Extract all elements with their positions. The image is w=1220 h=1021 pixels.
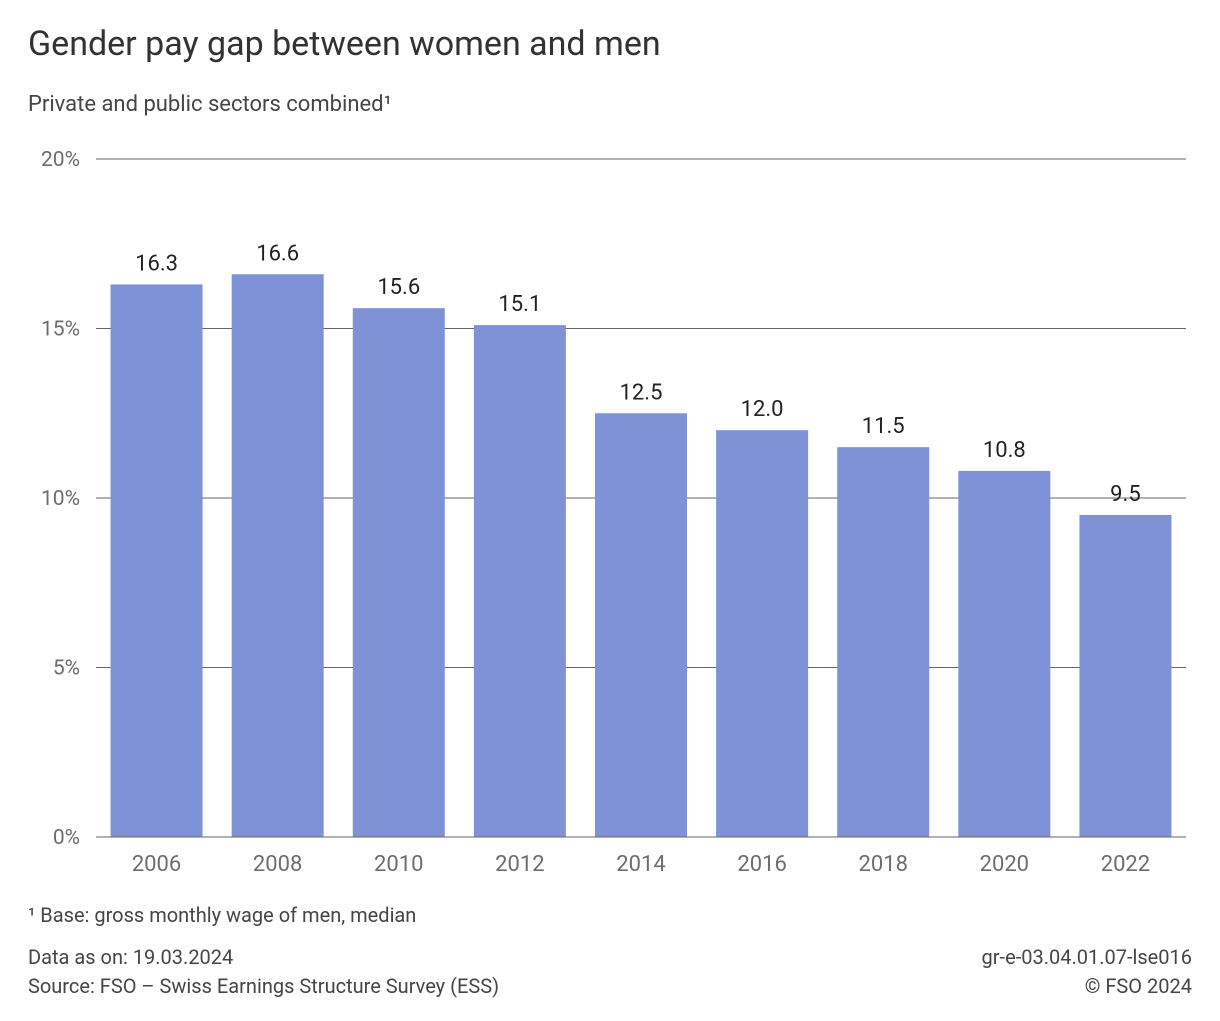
bar-value-label: 16.6 (256, 241, 299, 266)
bar-value-label: 15.1 (498, 292, 541, 317)
meta-right: gr-e-03.04.01.07-lse016 © FSO 2024 (982, 943, 1192, 1001)
bar (958, 471, 1050, 837)
source: Source: FSO – Swiss Earnings Structure S… (28, 972, 499, 1001)
bar-chart: 0% 5% 10% 15% 20% 16.3 2006 16.6 2008 15.6 2010 15.… (28, 145, 1192, 885)
bar-value-label: 11.5 (862, 414, 905, 439)
footnote: ¹ Base: gross monthly wage of men, media… (28, 903, 1192, 927)
meta-row: Data as on: 19.03.2024 Source: FSO – Swi… (28, 943, 1192, 1001)
bar-value-label: 10.8 (983, 438, 1026, 463)
bar (837, 447, 929, 837)
bar-value-label: 15.6 (377, 275, 420, 300)
x-tick-label: 2022 (1101, 852, 1150, 877)
bar-value-label: 16.3 (135, 251, 178, 276)
bar (232, 274, 324, 837)
x-tick-label: 2008 (253, 852, 302, 877)
chart-title: Gender pay gap between women and men (28, 24, 1192, 64)
x-tick-label: 2012 (495, 852, 544, 877)
y-tick-label: 20% (41, 148, 80, 172)
y-tick-label: 0% (53, 826, 80, 850)
data-as-of: Data as on: 19.03.2024 (28, 943, 499, 972)
y-tick-label: 5% (53, 657, 80, 681)
chart-code: gr-e-03.04.01.07-lse016 (982, 943, 1192, 972)
chart-subtitle: Private and public sectors combined¹ (28, 92, 1192, 117)
chart-container: Gender pay gap between women and men Pri… (0, 0, 1220, 1021)
bar (595, 413, 687, 837)
y-tick-label: 15% (41, 318, 80, 342)
copyright: © FSO 2024 (982, 972, 1192, 1001)
bar (111, 284, 203, 837)
x-tick-label: 2006 (132, 852, 181, 877)
meta-left: Data as on: 19.03.2024 Source: FSO – Swi… (28, 943, 499, 1001)
bar (716, 430, 808, 837)
bar-value-label: 12.0 (741, 397, 784, 422)
x-tick-label: 2010 (374, 852, 423, 877)
x-tick-label: 2016 (737, 852, 786, 877)
x-tick-label: 2020 (980, 852, 1029, 877)
x-tick-label: 2018 (858, 852, 907, 877)
y-tick-label: 10% (41, 487, 80, 511)
bar (353, 308, 445, 837)
bar (1079, 515, 1171, 837)
bar (474, 325, 566, 837)
bar-value-label: 9.5 (1110, 482, 1141, 507)
bar-value-label: 12.5 (620, 380, 663, 405)
bar-chart-svg: 0% 5% 10% 15% 20% 16.3 2006 16.6 2008 15.6 2010 15.… (28, 145, 1192, 885)
x-tick-label: 2014 (616, 852, 665, 877)
